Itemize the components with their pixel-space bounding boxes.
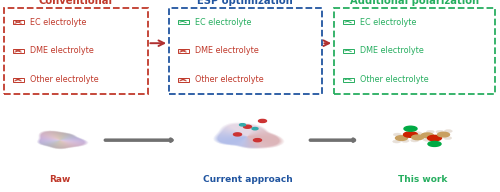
Circle shape [438, 132, 450, 137]
Circle shape [392, 140, 400, 143]
Text: Other electrolyte: Other electrolyte [30, 75, 98, 84]
Bar [178, 20, 188, 24]
Circle shape [258, 119, 266, 122]
Text: EC electrolyte: EC electrolyte [360, 18, 416, 26]
Text: DME electrolyte: DME electrolyte [195, 46, 259, 55]
Bar [12, 78, 24, 82]
Bar [12, 20, 24, 24]
Text: ESP optimization: ESP optimization [198, 0, 293, 6]
Circle shape [444, 137, 452, 140]
Circle shape [254, 139, 262, 142]
Text: Other electrolyte: Other electrolyte [360, 75, 428, 84]
Text: Current approach: Current approach [202, 175, 292, 184]
Circle shape [426, 130, 434, 133]
Text: EC electrolyte: EC electrolyte [30, 18, 86, 26]
Text: Raw: Raw [50, 175, 70, 184]
Circle shape [396, 136, 407, 140]
Circle shape [436, 130, 444, 133]
Bar [178, 49, 188, 53]
Bar [4, 8, 148, 94]
Circle shape [422, 133, 434, 138]
Circle shape [394, 133, 402, 136]
Circle shape [414, 132, 422, 135]
Bar [169, 8, 322, 94]
Bar [342, 49, 353, 53]
Bar [334, 8, 495, 94]
Circle shape [404, 126, 417, 131]
Circle shape [428, 142, 441, 146]
Circle shape [424, 138, 432, 141]
Circle shape [252, 127, 258, 130]
Circle shape [428, 135, 442, 141]
Circle shape [444, 130, 452, 133]
Circle shape [401, 139, 409, 142]
Text: EC electrolyte: EC electrolyte [195, 18, 252, 26]
Circle shape [404, 132, 417, 137]
Text: DME electrolyte: DME electrolyte [30, 46, 94, 55]
Bar [178, 78, 188, 82]
Bar [12, 49, 24, 53]
Circle shape [234, 133, 241, 136]
Text: Conventional: Conventional [39, 0, 113, 6]
Circle shape [412, 135, 424, 140]
Bar [342, 20, 353, 24]
Circle shape [244, 125, 252, 128]
Text: DME electrolyte: DME electrolyte [360, 46, 424, 55]
Bar [342, 78, 353, 82]
Text: This work: This work [398, 175, 447, 184]
Circle shape [240, 124, 246, 126]
Text: Additional polarization: Additional polarization [350, 0, 479, 6]
Circle shape [410, 139, 418, 142]
Text: Other electrolyte: Other electrolyte [195, 75, 264, 84]
